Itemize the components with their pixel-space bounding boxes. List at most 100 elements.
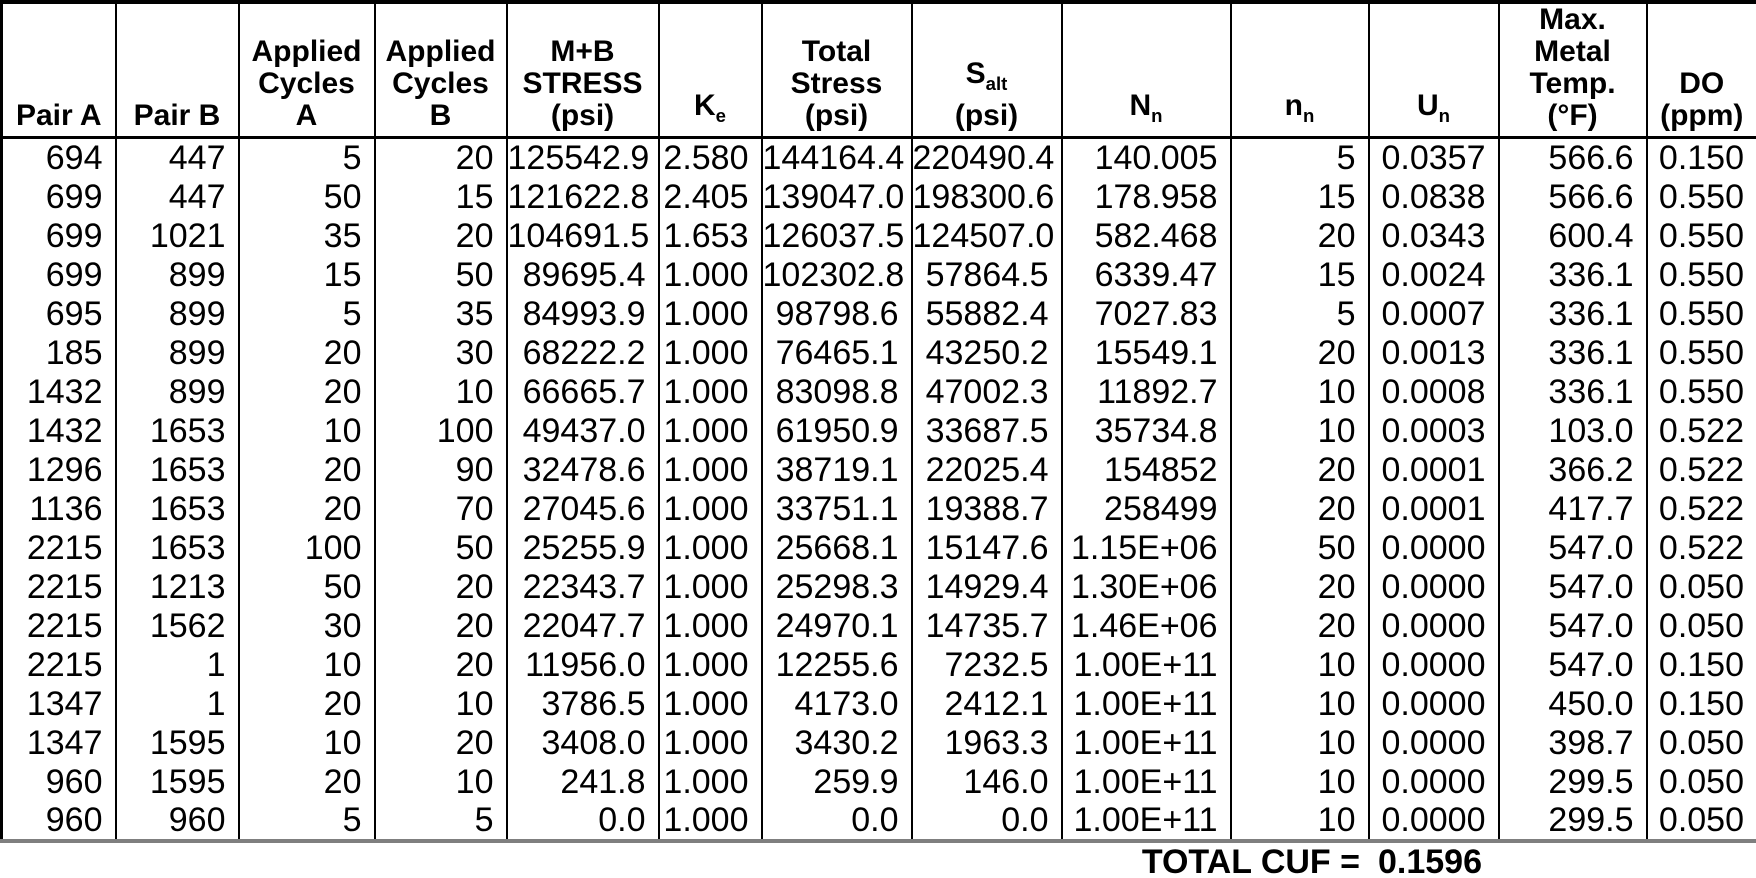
cell-pair_b: 1653 bbox=[115, 411, 240, 450]
cell-u_n: 0.0024 bbox=[1368, 255, 1500, 294]
cell-mb_stress_psi: 104691.5 bbox=[506, 216, 660, 255]
cell-total_stress_psi: 25668.1 bbox=[761, 528, 913, 567]
column-header-pair_b: Pair B bbox=[115, 2, 240, 139]
cell-big_n_n: 1.00E+11 bbox=[1061, 723, 1232, 762]
column-header-do_ppm: DO (ppm) bbox=[1646, 2, 1756, 139]
cell-applied_cycles_a: 10 bbox=[238, 723, 376, 762]
cell-ke: 1.653 bbox=[658, 216, 763, 255]
table-row: 1136 1653 20 70 27045.6 1.000 33751.1 19388.7 25… bbox=[1, 489, 1756, 528]
table-row: 2215 1213 50 20 22343.7 1.000 25298.3 14929.4 1.… bbox=[1, 567, 1756, 606]
table-row: 694 447 5 20 125542.9 2.580 144164.4 220490.4 14… bbox=[1, 137, 1756, 177]
cell-max_metal_temp_f: 398.7 bbox=[1498, 723, 1648, 762]
cell-applied_cycles_b: 100 bbox=[374, 411, 508, 450]
column-header-big_n_n: Nn bbox=[1061, 2, 1232, 139]
cell-big_n_n: 178.958 bbox=[1061, 177, 1232, 216]
table-body: 694 447 5 20 125542.9 2.580 144164.4 220490.4 14… bbox=[1, 137, 1756, 841]
cell-ke: 1.000 bbox=[658, 645, 763, 684]
cell-salt_psi: 55882.4 bbox=[911, 294, 1063, 333]
table-row: 1347 1595 10 20 3408.0 1.000 3430.2 1963.3 1.00E… bbox=[1, 723, 1756, 762]
cell-total_stress_psi: 83098.8 bbox=[761, 372, 913, 411]
cell-max_metal_temp_f: 600.4 bbox=[1498, 216, 1648, 255]
cell-applied_cycles_b: 70 bbox=[374, 489, 508, 528]
cell-pair_b: 899 bbox=[115, 294, 240, 333]
cell-pair_a: 1347 bbox=[1, 723, 117, 762]
table-row: 695 899 5 35 84993.9 1.000 98798.6 55882.4 7027.… bbox=[1, 294, 1756, 333]
cell-u_n: 0.0013 bbox=[1368, 333, 1500, 372]
cell-ke: 1.000 bbox=[658, 489, 763, 528]
cell-u_n: 0.0001 bbox=[1368, 450, 1500, 489]
cell-ke: 1.000 bbox=[658, 606, 763, 645]
cell-pair_a: 1432 bbox=[1, 372, 117, 411]
cell-small_n_n: 10 bbox=[1230, 645, 1370, 684]
column-header-max_metal_temp_f: Max. Metal Temp. (°F) bbox=[1498, 2, 1648, 139]
cell-mb_stress_psi: 22343.7 bbox=[506, 567, 660, 606]
cell-ke: 1.000 bbox=[658, 723, 763, 762]
cell-applied_cycles_a: 20 bbox=[238, 450, 376, 489]
cell-u_n: 0.0000 bbox=[1368, 567, 1500, 606]
cell-max_metal_temp_f: 336.1 bbox=[1498, 372, 1648, 411]
cell-do_ppm: 0.522 bbox=[1658, 411, 1744, 450]
cell-total_stress_psi: 139047.0 bbox=[761, 177, 913, 216]
cell-do_ppm: 0.550 bbox=[1658, 216, 1744, 255]
cell-mb_stress_psi: 32478.6 bbox=[506, 450, 660, 489]
cell-pair_b: 1595 bbox=[115, 723, 240, 762]
table-row: 960 960 5 5 0.0 1.000 0.0 0.0 1.00E+11 10 0.0000 29… bbox=[1, 801, 1756, 841]
cell-mb_stress_psi: 89695.4 bbox=[506, 255, 660, 294]
cell-mb_stress_psi: 0.0 bbox=[506, 801, 660, 841]
cell-total_stress_psi: 259.9 bbox=[761, 762, 913, 801]
cell-applied_cycles_b: 10 bbox=[374, 762, 508, 801]
cell-small_n_n: 10 bbox=[1230, 411, 1370, 450]
cell-do_ppm: 0.550 bbox=[1658, 333, 1744, 372]
cell-mb_stress_psi: 3408.0 bbox=[506, 723, 660, 762]
cell-pair_a: 699 bbox=[1, 216, 117, 255]
cell-do_ppm: 0.550 bbox=[1658, 177, 1744, 216]
column-header-u_n: Un bbox=[1368, 2, 1500, 139]
column-header-applied_cycles_a: Applied Cycles A bbox=[238, 2, 376, 139]
cell-max_metal_temp_f: 366.2 bbox=[1498, 450, 1648, 489]
cell-total_stress_psi: 102302.8 bbox=[761, 255, 913, 294]
cell-applied_cycles_a: 35 bbox=[238, 216, 376, 255]
cell-applied_cycles_a: 20 bbox=[238, 684, 376, 723]
cell-salt_psi: 14929.4 bbox=[911, 567, 1063, 606]
cell-applied_cycles_b: 90 bbox=[374, 450, 508, 489]
cell-small_n_n: 5 bbox=[1230, 137, 1370, 177]
cell-big_n_n: 1.00E+11 bbox=[1061, 684, 1232, 723]
cell-salt_psi: 1963.3 bbox=[911, 723, 1063, 762]
cell-ke: 1.000 bbox=[658, 684, 763, 723]
cell-big_n_n: 1.15E+06 bbox=[1061, 528, 1232, 567]
cell-small_n_n: 20 bbox=[1230, 606, 1370, 645]
cell-pair_b: 447 bbox=[115, 177, 240, 216]
cell-mb_stress_psi: 84993.9 bbox=[506, 294, 660, 333]
cell-ke: 1.000 bbox=[658, 528, 763, 567]
cell-u_n: 0.0343 bbox=[1368, 216, 1500, 255]
table-row: 1432 1653 10 100 49437.0 1.000 61950.9 33687.5 3… bbox=[1, 411, 1756, 450]
cell-max_metal_temp_f: 103.0 bbox=[1498, 411, 1648, 450]
cell-applied_cycles_b: 15 bbox=[374, 177, 508, 216]
cell-mb_stress_psi: 3786.5 bbox=[506, 684, 660, 723]
cell-salt_psi: 14735.7 bbox=[911, 606, 1063, 645]
cell-do_ppm: 0.050 bbox=[1658, 801, 1744, 839]
cell-pair_a: 694 bbox=[1, 137, 117, 177]
cell-do_ppm: 0.150 bbox=[1658, 645, 1744, 684]
cell-total_stress_psi: 144164.4 bbox=[761, 137, 913, 177]
cell-applied_cycles_b: 50 bbox=[374, 528, 508, 567]
cell-pair_b: 1213 bbox=[115, 567, 240, 606]
cell-max_metal_temp_f: 336.1 bbox=[1498, 255, 1648, 294]
cell-total_stress_psi: 4173.0 bbox=[761, 684, 913, 723]
cell-pair_a: 1347 bbox=[1, 684, 117, 723]
cell-do_ppm: 0.150 bbox=[1658, 139, 1744, 177]
cell-salt_psi: 43250.2 bbox=[911, 333, 1063, 372]
cell-pair_b: 1 bbox=[115, 684, 240, 723]
cell-total_stress_psi: 98798.6 bbox=[761, 294, 913, 333]
cell-pair_a: 185 bbox=[1, 333, 117, 372]
cell-applied_cycles_a: 30 bbox=[238, 606, 376, 645]
cell-ke: 1.000 bbox=[658, 294, 763, 333]
cell-small_n_n: 20 bbox=[1230, 333, 1370, 372]
total-cuf-label: TOTAL CUF = bbox=[1141, 843, 1360, 878]
cell-pair_b: 899 bbox=[115, 372, 240, 411]
cell-pair_b: 1653 bbox=[115, 450, 240, 489]
cell-pair_b: 899 bbox=[115, 255, 240, 294]
cell-ke: 1.000 bbox=[658, 567, 763, 606]
cell-max_metal_temp_f: 450.0 bbox=[1498, 684, 1648, 723]
cell-applied_cycles_b: 20 bbox=[374, 137, 508, 177]
